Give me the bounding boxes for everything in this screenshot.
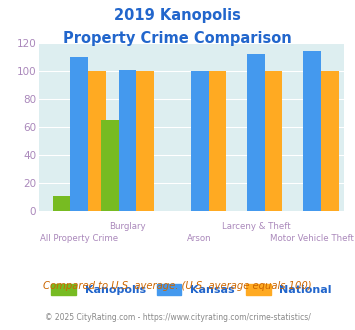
Text: © 2025 CityRating.com - https://www.cityrating.com/crime-statistics/: © 2025 CityRating.com - https://www.city…: [45, 313, 310, 322]
Bar: [119, 70, 136, 211]
Bar: [304, 51, 321, 211]
Text: Arson: Arson: [187, 234, 212, 243]
Text: Motor Vehicle Theft: Motor Vehicle Theft: [270, 234, 354, 243]
Bar: [265, 71, 283, 211]
Legend: Kanopolis, Kansas, National: Kanopolis, Kansas, National: [47, 280, 337, 300]
Bar: [191, 71, 209, 211]
Bar: [136, 71, 154, 211]
Text: Larceny & Theft: Larceny & Theft: [222, 222, 290, 231]
Text: Burglary: Burglary: [109, 222, 146, 231]
Text: All Property Crime: All Property Crime: [40, 234, 118, 243]
Bar: [53, 196, 70, 211]
Text: Property Crime Comparison: Property Crime Comparison: [63, 31, 292, 46]
Bar: [101, 120, 119, 211]
Text: 2019 Kanopolis: 2019 Kanopolis: [114, 8, 241, 23]
Bar: [70, 57, 88, 211]
Bar: [321, 71, 339, 211]
Bar: [209, 71, 226, 211]
Bar: [247, 54, 265, 211]
Bar: [88, 71, 106, 211]
Text: Compared to U.S. average. (U.S. average equals 100): Compared to U.S. average. (U.S. average …: [43, 281, 312, 291]
